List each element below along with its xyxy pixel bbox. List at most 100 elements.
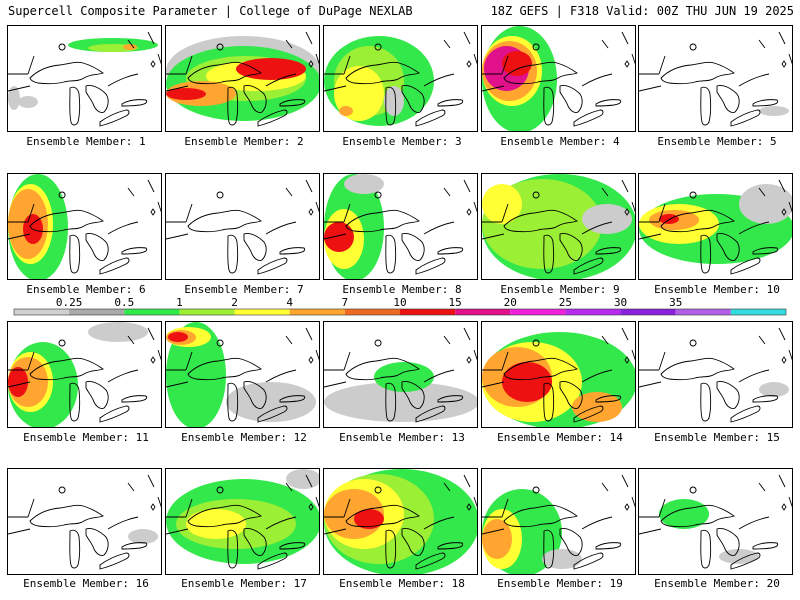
colorbar-swatch <box>730 309 786 315</box>
coastline <box>758 474 792 508</box>
coastline <box>437 395 464 403</box>
member-caption: Ensemble Member: 20 <box>654 577 780 590</box>
ensemble-map-20 <box>638 468 793 575</box>
coastline <box>187 61 262 85</box>
member-caption: Ensemble Member: 12 <box>181 431 307 444</box>
coastline <box>279 99 306 107</box>
coastline <box>781 503 787 511</box>
coastline <box>639 203 770 240</box>
map-canvas <box>324 31 477 127</box>
coastline <box>660 209 735 233</box>
colorbar-swatch <box>565 309 621 315</box>
coastline <box>385 529 397 569</box>
colorbar-swatch <box>620 309 676 315</box>
coastline <box>660 504 735 528</box>
ensemble-map-15 <box>638 321 793 428</box>
coastline <box>227 382 239 422</box>
scp-contour-fill <box>542 549 582 569</box>
colorbar-tick-label: 20 <box>504 296 517 309</box>
coastline <box>227 529 239 569</box>
coastline <box>187 357 262 381</box>
coastline <box>532 339 540 347</box>
scp-contour-fill <box>166 88 206 100</box>
coastline <box>243 381 267 409</box>
coastline <box>243 233 267 261</box>
colorbar-outline <box>13 308 787 316</box>
coastline <box>559 528 583 556</box>
coastline <box>345 357 420 381</box>
coastline <box>752 247 779 255</box>
coastline <box>187 504 262 528</box>
ensemble-map-16 <box>7 468 162 575</box>
member-caption: Ensemble Member: 1 <box>26 135 146 148</box>
map-canvas <box>166 322 319 427</box>
coastline <box>559 85 583 113</box>
ensemble-map-17 <box>165 468 320 575</box>
map-canvas <box>8 174 161 279</box>
map-canvas <box>324 327 477 423</box>
coastline <box>285 179 319 213</box>
coastline <box>601 327 635 361</box>
coastline <box>69 234 81 274</box>
coastline <box>257 552 288 570</box>
coastline <box>437 247 464 255</box>
coastline <box>401 381 425 409</box>
coastline <box>279 395 306 403</box>
map-canvas <box>482 174 635 279</box>
scp-contour-fill <box>759 106 789 116</box>
coastline <box>573 552 604 570</box>
scp-contour-fill <box>719 549 759 564</box>
ensemble-map-11 <box>7 321 162 428</box>
coastline <box>385 382 397 422</box>
colorbar-tick-label: 4 <box>286 296 293 309</box>
coastline <box>624 356 630 364</box>
coastline <box>532 486 540 494</box>
coastline <box>121 542 148 550</box>
coastline <box>127 474 161 508</box>
map-canvas <box>166 31 319 127</box>
ensemble-map-12 <box>165 321 320 428</box>
coastline <box>781 356 787 364</box>
member-caption: Ensemble Member: 13 <box>339 431 465 444</box>
coastline <box>660 357 735 381</box>
coastline <box>559 233 583 261</box>
map-canvas <box>166 469 319 570</box>
colorbar-tick-label: 0.5 <box>114 296 134 309</box>
coastline <box>29 357 104 381</box>
colorbar-swatch <box>455 309 511 315</box>
coastline <box>166 203 297 240</box>
map-canvas <box>639 474 792 570</box>
coastline <box>8 351 139 388</box>
coastline <box>700 382 712 422</box>
scp-contour-fill <box>759 382 789 397</box>
coastline <box>443 327 477 361</box>
coastline <box>437 99 464 107</box>
coastline <box>716 85 740 113</box>
coastline <box>166 55 297 92</box>
map-canvas <box>8 474 161 570</box>
coastline <box>324 498 455 535</box>
coastline <box>716 528 740 556</box>
coastline <box>573 405 604 423</box>
coastline <box>216 339 224 347</box>
coastline <box>345 504 420 528</box>
coastline <box>85 233 109 261</box>
coastline <box>543 529 555 569</box>
coastline <box>559 381 583 409</box>
coastline <box>285 474 319 508</box>
scp-contour-fill <box>286 469 319 489</box>
coastline <box>99 257 130 275</box>
scp-contour-fill <box>339 106 353 116</box>
coastline <box>781 208 787 216</box>
coastline <box>69 382 81 422</box>
coastline <box>503 61 578 85</box>
coastline <box>385 86 397 126</box>
coastline <box>374 486 382 494</box>
coastline <box>639 498 770 535</box>
coastline <box>752 395 779 403</box>
coastline <box>99 552 130 570</box>
coastline <box>752 99 779 107</box>
coastline <box>8 55 139 92</box>
scp-contour-fill <box>8 367 28 397</box>
coastline <box>466 60 472 68</box>
